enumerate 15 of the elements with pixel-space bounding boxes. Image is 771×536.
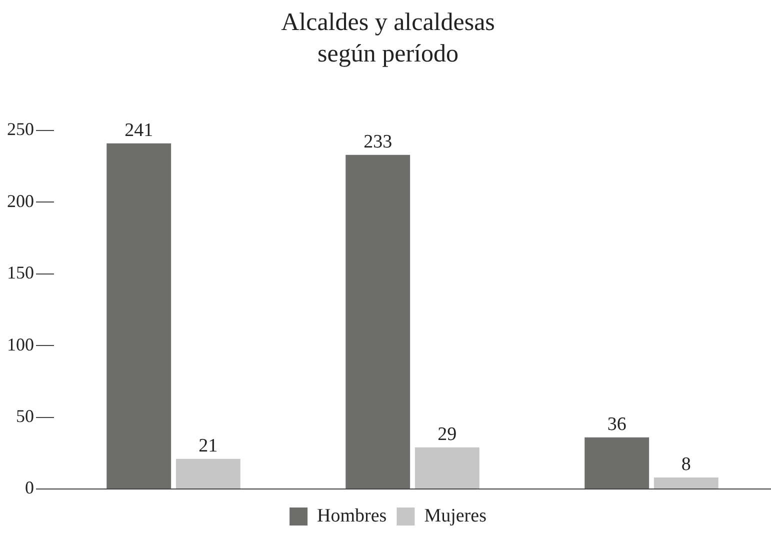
y-tick-label: 200: [7, 190, 34, 211]
y-tick-label: 250: [7, 119, 34, 140]
data-label: 29: [438, 424, 457, 445]
y-tick-label: 150: [7, 262, 34, 283]
chart-title: Alcaldes y alcaldesas según período: [281, 9, 495, 68]
y-tick-label: 0: [25, 478, 34, 498]
legend-label: Hombres: [317, 505, 387, 526]
data-label: 21: [198, 435, 218, 456]
legend-label: Mujeres: [424, 505, 486, 526]
data-label: 233: [364, 131, 392, 152]
data-label: 8: [681, 454, 691, 476]
y-tick-label: 100: [7, 334, 34, 354]
data-label: 36: [607, 414, 626, 435]
y-tick-label: 50: [16, 406, 34, 426]
data-label: 241: [124, 120, 154, 141]
